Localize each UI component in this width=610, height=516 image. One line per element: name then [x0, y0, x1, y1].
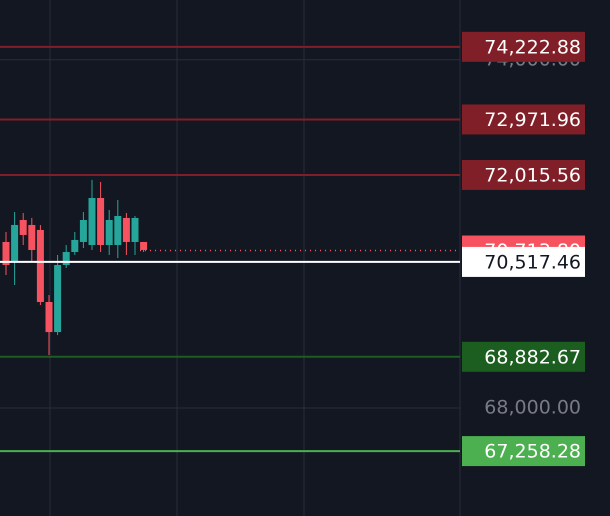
candle-body [79, 219, 87, 242]
candle-body [19, 219, 27, 235]
price-label: 67,258.28 [484, 441, 581, 463]
candle-body [54, 265, 62, 333]
price-label: 74,222.88 [484, 36, 581, 58]
price-label-box [462, 31, 585, 62]
price-label: 68,882.67 [484, 346, 581, 368]
price-label-box [462, 159, 585, 190]
candle-body [45, 301, 53, 333]
candle-body [97, 197, 105, 245]
candle-body [28, 224, 36, 250]
candle-body [11, 224, 19, 263]
candle-body [36, 229, 44, 302]
candle-body [122, 217, 130, 242]
candle-body [105, 219, 113, 245]
price-label-box [462, 104, 585, 135]
candle-body [62, 252, 70, 266]
candle-body [2, 241, 10, 266]
price-label: 70,517.46 [484, 251, 581, 273]
price-label-box [462, 341, 585, 372]
candle-body [88, 197, 96, 245]
candle-body [71, 239, 79, 253]
time-grid [49, 0, 305, 516]
y-tick-label: 68,000.00 [484, 397, 581, 419]
price-label-box [462, 436, 585, 467]
price-label: 72,971.96 [484, 109, 581, 131]
price-label-box [462, 246, 585, 277]
candle-body [140, 241, 148, 250]
candle-body [114, 215, 122, 245]
candle-body [131, 217, 139, 242]
price-label: 72,015.56 [484, 164, 581, 186]
